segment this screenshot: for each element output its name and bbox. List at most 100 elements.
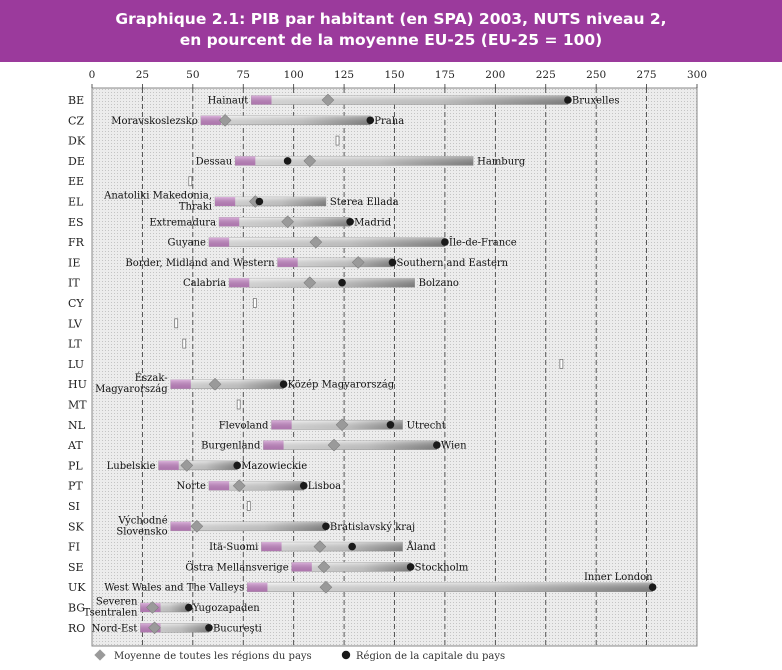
average-marker <box>303 154 317 168</box>
capital-marker <box>388 258 397 267</box>
average-marker <box>313 540 327 553</box>
x-tick-label: 300 <box>687 69 707 81</box>
single-region-marker <box>335 135 340 146</box>
low-region-label: Östra Mellansverige <box>185 561 288 573</box>
average-marker <box>208 377 222 391</box>
high-region-label: Lisboa <box>308 481 341 492</box>
high-region-label: Praha <box>374 116 404 127</box>
country-label: IE <box>68 256 80 269</box>
high-region-label: Sterea Ellada <box>330 197 399 208</box>
x-tick-label: 125 <box>334 69 354 81</box>
range-bar-shade <box>140 603 189 612</box>
capital-marker <box>441 238 449 246</box>
legend: Moyenne de toutes les régions du pays Ré… <box>94 649 505 662</box>
low-region-label: Hainaut <box>208 96 249 107</box>
country-label: LV <box>68 317 83 330</box>
chart-title-line2: en pourcent de la moyenne EU-25 (EU-25 =… <box>179 31 603 49</box>
country-label: PT <box>68 480 83 493</box>
chart-title-line1: Graphique 2.1: PIB par habitant (en SPA)… <box>115 10 667 28</box>
range-bar-shade <box>215 197 326 206</box>
range-bar-shade <box>277 257 393 267</box>
x-tick-label: 225 <box>536 69 556 81</box>
low-region-label: Severen Tsentralen <box>84 597 138 619</box>
low-region-label: Itä-Suomi <box>209 542 258 553</box>
low-region-label: Guyane <box>168 238 206 249</box>
range-bar-shade <box>170 379 284 389</box>
range-bar-shade <box>208 481 304 491</box>
low-region-label: Východné Slovensko <box>116 515 167 537</box>
low-region-label: West Wales and The Valleys <box>104 583 244 594</box>
range-bar-shade <box>261 542 403 552</box>
high-region-label: Madrid <box>354 217 392 228</box>
range-bar-shade <box>200 115 371 125</box>
range-bar-shade <box>208 237 445 247</box>
average-marker <box>351 256 365 269</box>
low-region-label: Calabria <box>183 278 226 289</box>
capital-marker <box>322 522 330 531</box>
capital-marker <box>648 583 657 591</box>
country-label: FI <box>68 541 80 554</box>
average-marker <box>335 418 349 432</box>
range-chart: 0 25 50 75 100 125 150 175 200 225 250 275 300 BE Hain… <box>67 69 707 662</box>
country-label: AT <box>67 439 83 452</box>
country-label: SE <box>68 561 84 574</box>
low-region-label: Flevoland <box>219 420 269 431</box>
range-bar-shade <box>229 278 415 288</box>
average-marker <box>190 520 204 533</box>
high-region-label: Bruxelles <box>572 96 620 107</box>
high-region-label: Stockholm <box>415 562 469 573</box>
low-region-label: Észak-Magyarország <box>95 372 168 395</box>
capital-marker <box>255 197 264 206</box>
country-label: LT <box>68 338 82 351</box>
low-region-label: Burgenland <box>201 441 261 452</box>
capital-marker <box>283 157 292 165</box>
country-label: UK <box>68 581 86 594</box>
x-tick-label: 175 <box>435 69 455 81</box>
single-region-marker <box>174 318 179 329</box>
high-region-label: Wien <box>441 441 467 452</box>
average-marker <box>146 601 159 614</box>
country-label: SI <box>68 500 80 513</box>
range-bar-shade <box>140 623 209 633</box>
country-label: EE <box>68 175 84 188</box>
country-label: BE <box>68 94 84 107</box>
country-label: BG <box>68 602 85 615</box>
high-region-label: Île-de-France <box>449 237 517 249</box>
country-label: DE <box>68 155 85 168</box>
low-region-label: Lubelskie <box>107 461 156 472</box>
low-region-label: Norte <box>176 481 206 492</box>
high-region-label: Bucureşti <box>213 623 262 634</box>
average-marker <box>319 580 333 594</box>
low-region-label: Moravskoslezsko <box>111 116 198 127</box>
average-marker <box>309 235 323 249</box>
legend-average-label: Moyenne de toutes les régions du pays <box>114 651 312 662</box>
country-label: MT <box>68 399 87 412</box>
x-tick-label: 50 <box>186 69 199 81</box>
x-tick-label: 100 <box>284 69 304 81</box>
legend-capital-label: Région de la capitale du pays <box>356 651 505 662</box>
average-marker <box>281 215 294 229</box>
single-region-marker <box>188 176 193 187</box>
range-bar-shade <box>247 582 653 592</box>
range-bar-shade <box>158 460 238 470</box>
single-region-marker <box>246 501 251 511</box>
country-label: ES <box>68 216 84 229</box>
capital-marker <box>406 563 415 571</box>
country-label: IT <box>68 277 80 290</box>
capital-marker <box>348 542 356 551</box>
capital-marker <box>338 278 346 287</box>
single-region-marker <box>236 399 241 410</box>
average-marker <box>180 459 194 472</box>
x-tick-label: 0 <box>89 69 96 81</box>
chart-title: Graphique 2.1: PIB par habitant (en SPA)… <box>0 0 782 62</box>
average-marker <box>321 93 335 107</box>
range-bar-shade <box>263 440 437 450</box>
low-region-label: Border, Midland and Western <box>125 258 275 269</box>
low-region-label: Anatoliki Makedonia, Thraki <box>103 191 212 213</box>
country-label: CZ <box>68 114 84 127</box>
single-region-marker <box>182 338 187 349</box>
x-tick-label: 150 <box>384 69 404 81</box>
country-label: FR <box>68 236 85 249</box>
low-region-label: Extremadura <box>149 217 216 228</box>
high-region-label: Southern and Eastern <box>396 258 508 269</box>
